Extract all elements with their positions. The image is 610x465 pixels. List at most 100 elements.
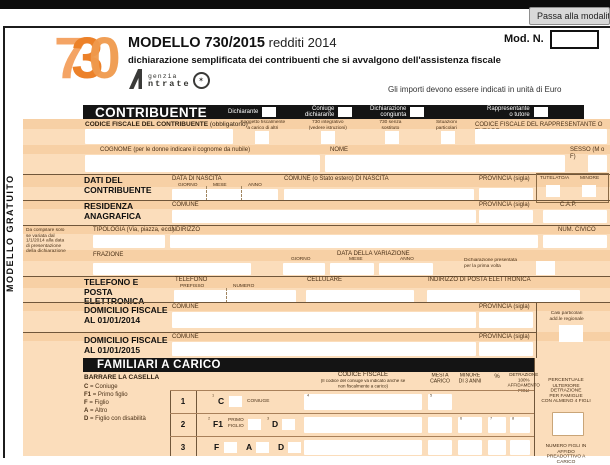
residenza-provincia-input[interactable] <box>479 210 533 223</box>
cf-rappresentante-input[interactable] <box>475 129 607 144</box>
telefono-divider <box>226 288 227 303</box>
prima-volta-label: Dichiarazione presentata per la prima vo… <box>464 258 518 268</box>
flag-dichiarante-checkbox[interactable] <box>262 107 277 117</box>
code-f-checkbox[interactable] <box>224 442 237 453</box>
domicilio2015-comune-input[interactable] <box>172 342 476 356</box>
italy-emblem-icon: ✶ <box>192 72 210 89</box>
flag-coniuge: Coniuge dichiarante <box>305 105 353 119</box>
row3-percentuale-input[interactable] <box>488 440 506 455</box>
flag-congiunta-checkbox[interactable] <box>410 107 425 117</box>
row1-mesi-input[interactable] <box>428 394 452 410</box>
provincia-nascita-input[interactable] <box>479 188 533 201</box>
num-civico-input[interactable] <box>543 235 607 248</box>
flag-rappresentante: Rappresentante o tutore <box>487 105 548 119</box>
casi-particolari-checkbox[interactable] <box>559 325 583 342</box>
variazione-mese-label: MESE <box>349 257 363 262</box>
domicilio2015-provincia-input[interactable] <box>479 342 533 356</box>
variazione-mese-input[interactable] <box>330 263 374 275</box>
code-c-checkbox[interactable] <box>229 396 242 407</box>
cf-obbligatorio-note: (obbligatorio) <box>208 121 248 128</box>
mese-label: MESE <box>213 183 227 188</box>
tutelato-checkbox[interactable] <box>546 185 560 197</box>
row2-percentuale-input[interactable] <box>488 417 506 433</box>
sup-marker: 6 <box>460 417 463 421</box>
variazione-giorno-input[interactable] <box>283 263 325 275</box>
prefisso-label: PREFISSO <box>180 284 205 289</box>
check-soggetto-checkbox[interactable] <box>255 131 269 144</box>
col-mesi-header: MESI A CARICO <box>430 373 450 385</box>
cellulare-input[interactable] <box>306 290 414 303</box>
indirizzo-input[interactable] <box>170 235 538 248</box>
divider <box>170 413 534 414</box>
contribuente-title: CONTRIBUENTE <box>95 104 208 120</box>
divider <box>23 302 610 303</box>
nome-input[interactable] <box>325 155 565 172</box>
sup-marker: 1 <box>212 394 215 398</box>
domicilio2014-provincia-input[interactable] <box>479 312 533 328</box>
variazione-note: Da compilare solo se variata dal 1/1/201… <box>26 228 66 254</box>
familiari-row1-num: 1 <box>180 397 186 406</box>
row3-minore-input[interactable] <box>458 440 482 455</box>
code-d-checkbox[interactable] <box>282 419 295 430</box>
row2-codice-fiscale-input[interactable] <box>304 417 422 433</box>
code-f1-checkbox[interactable] <box>248 419 261 430</box>
code-f1-letter: F1 <box>213 419 223 429</box>
mod-n-input[interactable] <box>550 30 599 49</box>
page-subtitle: dichiarazione semplificata dei contribue… <box>128 55 501 66</box>
col-detrazione-header: DETRAZIONE 100% AFFIDAMENTO FIGLI <box>507 373 540 394</box>
residenza-comune-input[interactable] <box>172 210 476 223</box>
sup-marker: 3 <box>267 417 270 421</box>
divider <box>23 200 610 201</box>
row2-minore-input[interactable] <box>458 417 482 433</box>
flag-rappresentante-label: Rappresentante o tutore <box>487 106 530 118</box>
sesso-label: SESSO (M o F) <box>570 147 605 160</box>
flag-coniuge-checkbox[interactable] <box>338 107 353 117</box>
legend-value: = Primo figlio <box>92 392 128 398</box>
minore-checkbox[interactable] <box>582 185 596 197</box>
check-situazioni-checkbox[interactable] <box>441 131 455 144</box>
cognome-input[interactable] <box>85 155 320 172</box>
telefono-input[interactable] <box>174 290 296 303</box>
row3-codice-fiscale-input[interactable] <box>304 440 422 455</box>
telefono-label: TELEFONO <box>175 277 208 283</box>
col-codice-fiscale-header: CODICE FISCALE (Il codice del coniuge va … <box>290 372 436 392</box>
code-a-letter: A <box>246 442 253 452</box>
flag-congiunta: Dichiarazione congiunta <box>370 105 425 119</box>
legend-item: F1 = Primo figlio <box>84 392 128 399</box>
percentuale-detrazione-note: PERCENTUALE ULTERIORE DETRAZIONE PER FAM… <box>541 378 591 404</box>
variazione-anno-input[interactable] <box>379 263 433 275</box>
mod-n-label: Mod. N. <box>504 33 544 45</box>
tipologia-input[interactable] <box>93 235 165 248</box>
col-minore-header: MINORE DI 3 ANNI <box>458 373 482 385</box>
code-d3-checkbox[interactable] <box>288 442 301 453</box>
variazione-giorno-label: GIORNO <box>291 257 311 262</box>
check-senza-sostituto-checkbox[interactable] <box>385 131 399 144</box>
prima-volta-checkbox[interactable] <box>536 261 555 275</box>
numero-label: NUMERO <box>233 284 255 289</box>
posta-elettronica-input[interactable] <box>427 290 580 303</box>
cf-contribuente-input[interactable] <box>85 129 233 144</box>
legend-item: C = Coniuge <box>84 384 118 391</box>
code-f1-sublabel: PRIMO FIGLIO <box>228 418 244 428</box>
divider <box>170 436 534 437</box>
data-nascita-input[interactable] <box>172 189 278 201</box>
legend-value: = Figlio con disabilità <box>90 416 146 422</box>
domicilio2014-comune-input[interactable] <box>172 312 476 328</box>
row3-mesi-input[interactable] <box>428 440 452 455</box>
label-band <box>23 250 610 261</box>
sesso-input[interactable] <box>588 155 607 172</box>
barrare-casella-label: BARRARE LA CASELLA <box>84 374 160 381</box>
check-integrativo-checkbox[interactable] <box>321 131 335 144</box>
row2-mesi-input[interactable] <box>428 417 452 433</box>
percentuale-detrazione-input[interactable] <box>552 412 584 436</box>
comune-nascita-input[interactable] <box>284 189 474 201</box>
code-a-checkbox[interactable] <box>256 442 269 453</box>
row3-detrazione-input[interactable] <box>510 440 530 455</box>
modello-gratuito-vertical-label: MODELLO GRATUITO <box>5 174 15 292</box>
flag-rappresentante-checkbox[interactable] <box>533 107 548 117</box>
switch-mode-button[interactable]: Passa alla modalità p <box>529 7 610 25</box>
cap-input[interactable] <box>543 210 607 223</box>
row2-detrazione-input[interactable] <box>510 417 530 433</box>
frazione-input[interactable] <box>93 263 251 275</box>
row1-codice-fiscale-input[interactable] <box>304 394 422 410</box>
